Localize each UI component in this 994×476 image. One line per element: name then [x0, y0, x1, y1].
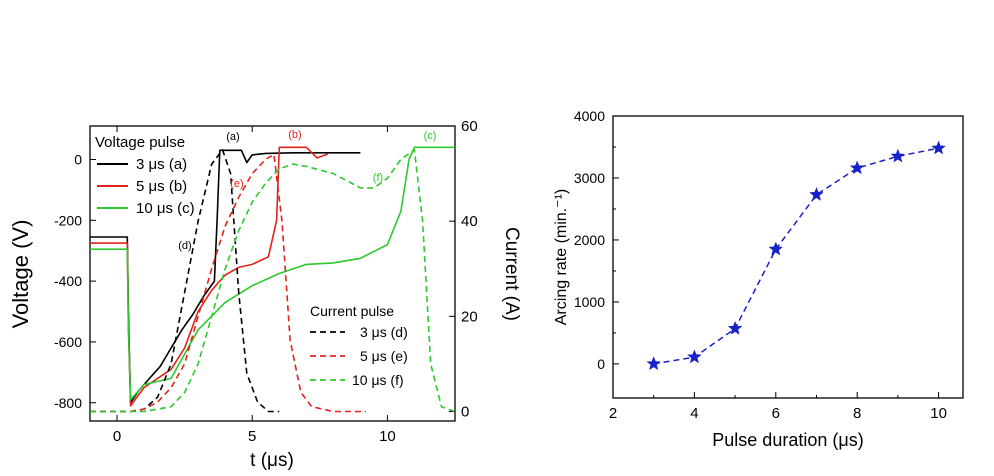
right-plot-frame [612, 115, 964, 399]
annotation-a: (a) [226, 131, 239, 143]
right-xlabel: Pulse duration (μs) [712, 430, 863, 450]
right-xtick-label-6: 6 [772, 405, 780, 422]
left-plot-frame [89, 125, 456, 422]
legend-text-3us-a: 3 μs (a) [136, 156, 187, 173]
left-xtick-label-0: 0 [113, 428, 121, 445]
right-xtick-label-10: 10 [930, 405, 947, 422]
current-legend-title: Current pulse [310, 303, 394, 319]
left-ytick-label-0: 0 [74, 151, 82, 167]
left-series-line-5 [90, 149, 456, 413]
right-ytick-label-4000: 4000 [574, 108, 605, 124]
left-ytick-label--200: -200 [54, 212, 82, 228]
annotation-d: (d) [178, 240, 191, 252]
right-ylabel: Arcing rate (min.⁻¹) [553, 189, 570, 325]
right-xtick-label-2: 2 [609, 405, 617, 422]
voltage-legend-title: Voltage pulse [95, 134, 185, 151]
right-ytick-label-0: 0 [597, 356, 605, 372]
left-y2tick-label-40: 40 [461, 213, 478, 230]
right-xtick-label-8: 8 [853, 405, 861, 422]
annotation-e: (e) [230, 178, 243, 190]
arcing-rate-point-8 [849, 160, 865, 175]
left-ylabel: Voltage (V) [8, 220, 33, 329]
left-y2label: Current (A) [501, 227, 522, 321]
left-series-line-0 [90, 149, 361, 404]
right-ytick-label-1000: 1000 [574, 294, 605, 310]
legend-text-3us-d: 3 μs (d) [360, 324, 408, 340]
left-series-line-1 [90, 146, 329, 407]
left-ytick-label--800: -800 [54, 395, 82, 411]
annotation-f: (f) [373, 172, 383, 184]
left-ytick-label--400: -400 [54, 273, 82, 289]
left-xtick-label-5: 5 [248, 428, 256, 445]
annotation-c: (c) [424, 130, 437, 142]
left-ytick-label--600: -600 [54, 334, 82, 350]
right-series-group [646, 140, 946, 371]
arcing-rate-point-9 [890, 148, 906, 163]
left-axis-ticks: 0 5 10 0 -200 -400 -600 -800 60 40 20 0 [54, 118, 478, 445]
left-series-line-2 [90, 146, 455, 401]
right-xtick-label-4: 4 [690, 405, 698, 422]
left-xtick-label-10: 10 [379, 428, 396, 445]
left-y2tick-label-20: 20 [461, 308, 478, 325]
voltage-current-chart: 0 5 10 0 -200 -400 -600 -800 60 40 20 0 Voltage (V)… [8, 118, 522, 471]
right-ytick-label-2000: 2000 [574, 232, 605, 248]
arcing-rate-line [653, 147, 939, 365]
left-series-line-4 [90, 153, 366, 413]
right-axis-ticks: 2 4 6 8 10 0 1000 2000 3000 4000 [574, 108, 947, 422]
arcing-rate-point-4 [687, 349, 702, 364]
legend-text-10us-c: 10 μs (c) [136, 200, 195, 217]
left-series-line-3 [90, 149, 280, 413]
arcing-rate-point-6 [768, 241, 784, 256]
legend-text-5us-b: 5 μs (b) [136, 178, 187, 195]
left-xlabel: t (μs) [250, 450, 294, 471]
arcing-rate-point-10 [931, 140, 946, 155]
left-series-group [90, 146, 456, 413]
left-y2tick-label-60: 60 [461, 118, 478, 135]
right-ytick-label-3000: 3000 [574, 170, 605, 186]
left-y2tick-label-0: 0 [461, 403, 469, 420]
legend-text-5us-e: 5 μs (e) [360, 348, 408, 364]
arcing-rate-point-5 [727, 320, 743, 335]
legend-text-10us-f: 10 μs (f) [352, 372, 404, 388]
arcing-rate-point-3 [646, 356, 662, 371]
arcing-rate-chart: 2 4 6 8 10 0 1000 2000 3000 4000 Arcing rate (min… [553, 108, 964, 450]
arcing-rate-point-7 [809, 187, 824, 201]
annotation-b: (b) [288, 129, 301, 141]
